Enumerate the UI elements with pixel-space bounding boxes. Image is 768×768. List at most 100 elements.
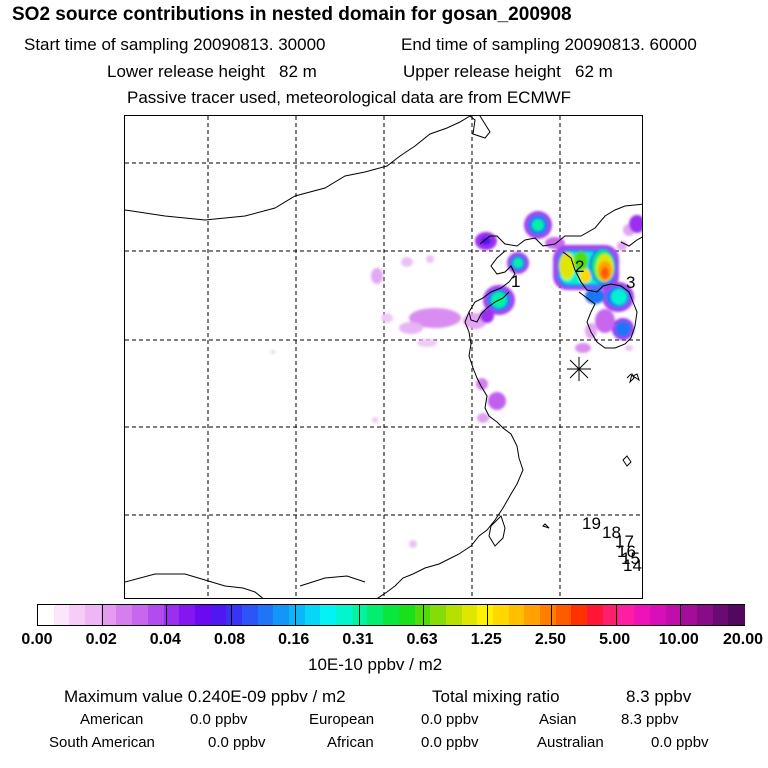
total-mixing-label: Total mixing ratio	[432, 687, 560, 706]
colorbar-swatch	[210, 605, 227, 625]
colorbar-swatch	[100, 605, 118, 625]
total-mixing-value: 8.3 ppbv	[626, 687, 692, 706]
colorbar-tick-label: 0.31	[342, 631, 374, 648]
colorbar-swatch	[304, 605, 321, 625]
colorbar-swatch	[163, 605, 180, 625]
colorbar-divider	[423, 605, 425, 625]
colorbar-swatch	[147, 605, 165, 625]
track-label-15: 15	[621, 549, 640, 568]
colorbar-swatch	[257, 605, 274, 625]
colorbar-swatch	[383, 605, 400, 625]
colorbar-tick-label: 1.25	[470, 631, 502, 648]
start-time-label: Start time of sampling 20090813. 30000	[24, 35, 326, 54]
colorbar-swatch	[618, 605, 635, 625]
colorbar-swatch	[367, 605, 384, 625]
colorbar-tick-label: 0.16	[278, 631, 310, 648]
colorbar-tick-label: 0.04	[149, 631, 181, 648]
end-time-label: End time of sampling 20090813. 60000	[401, 35, 697, 54]
colorbar-divider	[102, 605, 104, 625]
coastlines	[125, 116, 642, 598]
tracer-note: Passive tracer used, meteorological data…	[127, 88, 572, 107]
source-label-2: 2	[575, 257, 585, 276]
track-label-16: 16	[617, 542, 636, 561]
colorbar-swatch	[398, 605, 416, 625]
colorbar-divider	[230, 605, 232, 625]
colorbar-divider	[679, 605, 681, 625]
colorbar-swatch	[649, 605, 667, 625]
colorbar-swatch	[69, 605, 86, 625]
colorbar-divider	[294, 605, 296, 625]
colorbar-swatch	[712, 605, 729, 625]
region-name-asian: Asian	[539, 711, 577, 728]
colorbar-swatch	[132, 605, 149, 625]
colorbar-swatch	[226, 605, 243, 625]
colorbar-tick-label: 0.63	[406, 631, 438, 648]
colorbar-swatch	[492, 605, 510, 625]
lower-release-label: Lower release height 82 m	[107, 62, 317, 81]
colorbar-swatch	[681, 605, 698, 625]
region-name-south-american: South American	[49, 734, 155, 751]
colorbar-swatch	[320, 605, 337, 625]
colorbar-divider	[551, 605, 553, 625]
colorbar-swatch	[665, 605, 682, 625]
colorbar-swatch	[194, 605, 212, 625]
colorbar-tick-label: 10.00	[658, 631, 699, 648]
colorbar-tick-label: 0.00	[21, 631, 53, 648]
colorbar-swatch	[116, 605, 133, 625]
region-value-asian: 8.3 ppbv	[621, 711, 679, 728]
colorbar-swatch	[461, 605, 478, 625]
region-name-australian: Australian	[537, 734, 604, 751]
region-value-african: 0.0 ppbv	[421, 734, 479, 751]
colorbar-divider	[166, 605, 168, 625]
colorbar	[37, 604, 745, 626]
colorbar-swatch	[696, 605, 714, 625]
colorbar-swatch	[414, 605, 431, 625]
concentration-field	[271, 211, 642, 548]
colorbar-units: 10E-10 ppbv / m2	[308, 655, 443, 674]
track-label-18: 18	[602, 523, 621, 542]
asterisk-marker	[567, 357, 591, 381]
region-name-european: European	[309, 711, 375, 728]
colorbar-divider	[487, 605, 489, 625]
colorbar-swatch	[634, 605, 651, 625]
colorbar-tick-label: 5.00	[599, 631, 631, 648]
colorbar-swatch	[38, 605, 55, 625]
colorbar-swatch	[445, 605, 463, 625]
colorbar-divider	[358, 605, 360, 625]
map-panel: 1 2 3 19 18 17 16 15 14	[124, 115, 643, 599]
source-label-1: 1	[511, 272, 521, 291]
colorbar-swatch	[430, 605, 447, 625]
colorbar-swatch	[351, 605, 369, 625]
region-name-american: American	[80, 711, 144, 728]
colorbar-tick-label: 2.50	[534, 631, 567, 648]
colorbar-divider	[615, 605, 617, 625]
track-label-17: 17	[615, 532, 634, 551]
colorbar-swatch	[587, 605, 604, 625]
region-name-african: African	[327, 734, 374, 751]
colorbar-swatch	[571, 605, 588, 625]
colorbar-swatch	[336, 605, 353, 625]
colorbar-swatch	[85, 605, 102, 625]
upper-release-label: Upper release height 62 m	[403, 62, 613, 81]
colorbar-tick-label: 20.00	[722, 631, 764, 648]
colorbar-swatch	[289, 605, 306, 625]
colorbar-swatch	[477, 605, 494, 625]
colorbar-swatch	[524, 605, 541, 625]
colorbar-swatch	[555, 605, 572, 625]
track-label-19: 19	[582, 514, 601, 533]
lat-lon-grid	[125, 116, 642, 598]
region-value-australian: 0.0 ppbv	[651, 734, 709, 751]
colorbar-tick-label: 0.02	[85, 631, 117, 648]
colorbar-swatch	[241, 605, 259, 625]
track-label-14: 14	[623, 556, 642, 575]
colorbar-swatch	[508, 605, 525, 625]
colorbar-swatch	[728, 605, 745, 625]
colorbar-swatch	[53, 605, 70, 625]
source-label-3: 3	[626, 273, 636, 292]
colorbar-swatch	[273, 605, 290, 625]
map-title: SO2 source contributions in nested domai…	[12, 4, 572, 25]
max-value-label: Maximum value 0.240E-09 ppbv / m2	[64, 687, 346, 706]
colorbar-swatch	[179, 605, 196, 625]
region-value-south-american: 0.0 ppbv	[208, 734, 266, 751]
colorbar-tick-label: 0.08	[213, 631, 246, 648]
